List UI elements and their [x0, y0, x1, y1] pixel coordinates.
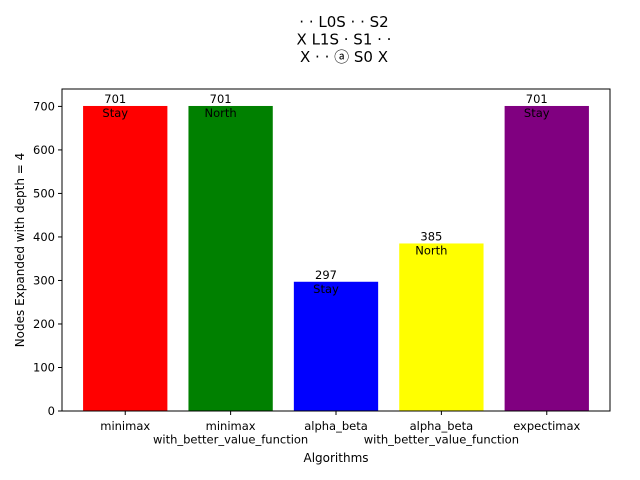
- bar-value-label-5: 701: [526, 92, 548, 106]
- bar-action-label-5: Stay: [524, 106, 550, 120]
- y-tick-label: 100: [33, 360, 55, 374]
- bar-value-label-2: 701: [210, 92, 232, 106]
- title-line-1: · · L0S · · S2: [299, 13, 388, 31]
- y-tick-label: 200: [33, 317, 55, 331]
- bar-action-label-3: Stay: [313, 282, 339, 296]
- bar-action-label-1: Stay: [102, 106, 128, 120]
- y-axis-label: Nodes Expanded with depth = 4: [13, 153, 27, 348]
- y-tick-label: 300: [33, 273, 55, 287]
- title-line-3: X · · ⓐ S0 X: [300, 48, 388, 66]
- bar-value-label-1: 701: [104, 92, 126, 106]
- y-tick-label: 700: [33, 99, 55, 113]
- y-tick-label: 0: [48, 404, 55, 418]
- x-tick-label-2: with_better_value_function: [153, 433, 308, 447]
- bar-action-label-4: North: [415, 243, 447, 257]
- y-tick-label: 500: [33, 186, 55, 200]
- bars: [83, 105, 589, 411]
- x-tick-label-2: minimax: [206, 419, 256, 433]
- x-tick-label-4: alpha_beta: [410, 419, 474, 433]
- y-axis: 0 100 200 300 400 500 600 700: [33, 99, 62, 418]
- x-tick-label-5: expectimax: [513, 419, 580, 433]
- title-line-2: X L1S · S1 · ·: [297, 31, 392, 49]
- x-axis-label: Algorithms: [303, 451, 368, 465]
- x-tick-label-3: alpha_beta: [304, 419, 368, 433]
- bar-value-label-4: 385: [420, 229, 442, 243]
- bar-3: [293, 281, 379, 411]
- bar-1: [83, 105, 168, 411]
- plot-frame: [61, 88, 611, 412]
- bar-value-label-3: 297: [315, 268, 337, 282]
- bar-action-label-2: North: [205, 106, 237, 120]
- x-tick-label-4: with_better_value_function: [364, 433, 519, 447]
- y-tick-label: 400: [33, 230, 55, 244]
- x-axis: minimax minimaxwith_better_value_function…: [100, 411, 581, 447]
- y-tick-label: 600: [33, 143, 55, 157]
- x-tick-label-1: minimax: [100, 419, 150, 433]
- bar-5: [504, 105, 589, 411]
- bar-2: [188, 105, 273, 411]
- bar-4: [399, 243, 484, 411]
- chart-title: · · L0S · · S2X L1S · S1 · ·X · · ⓐ S0 X: [297, 13, 392, 66]
